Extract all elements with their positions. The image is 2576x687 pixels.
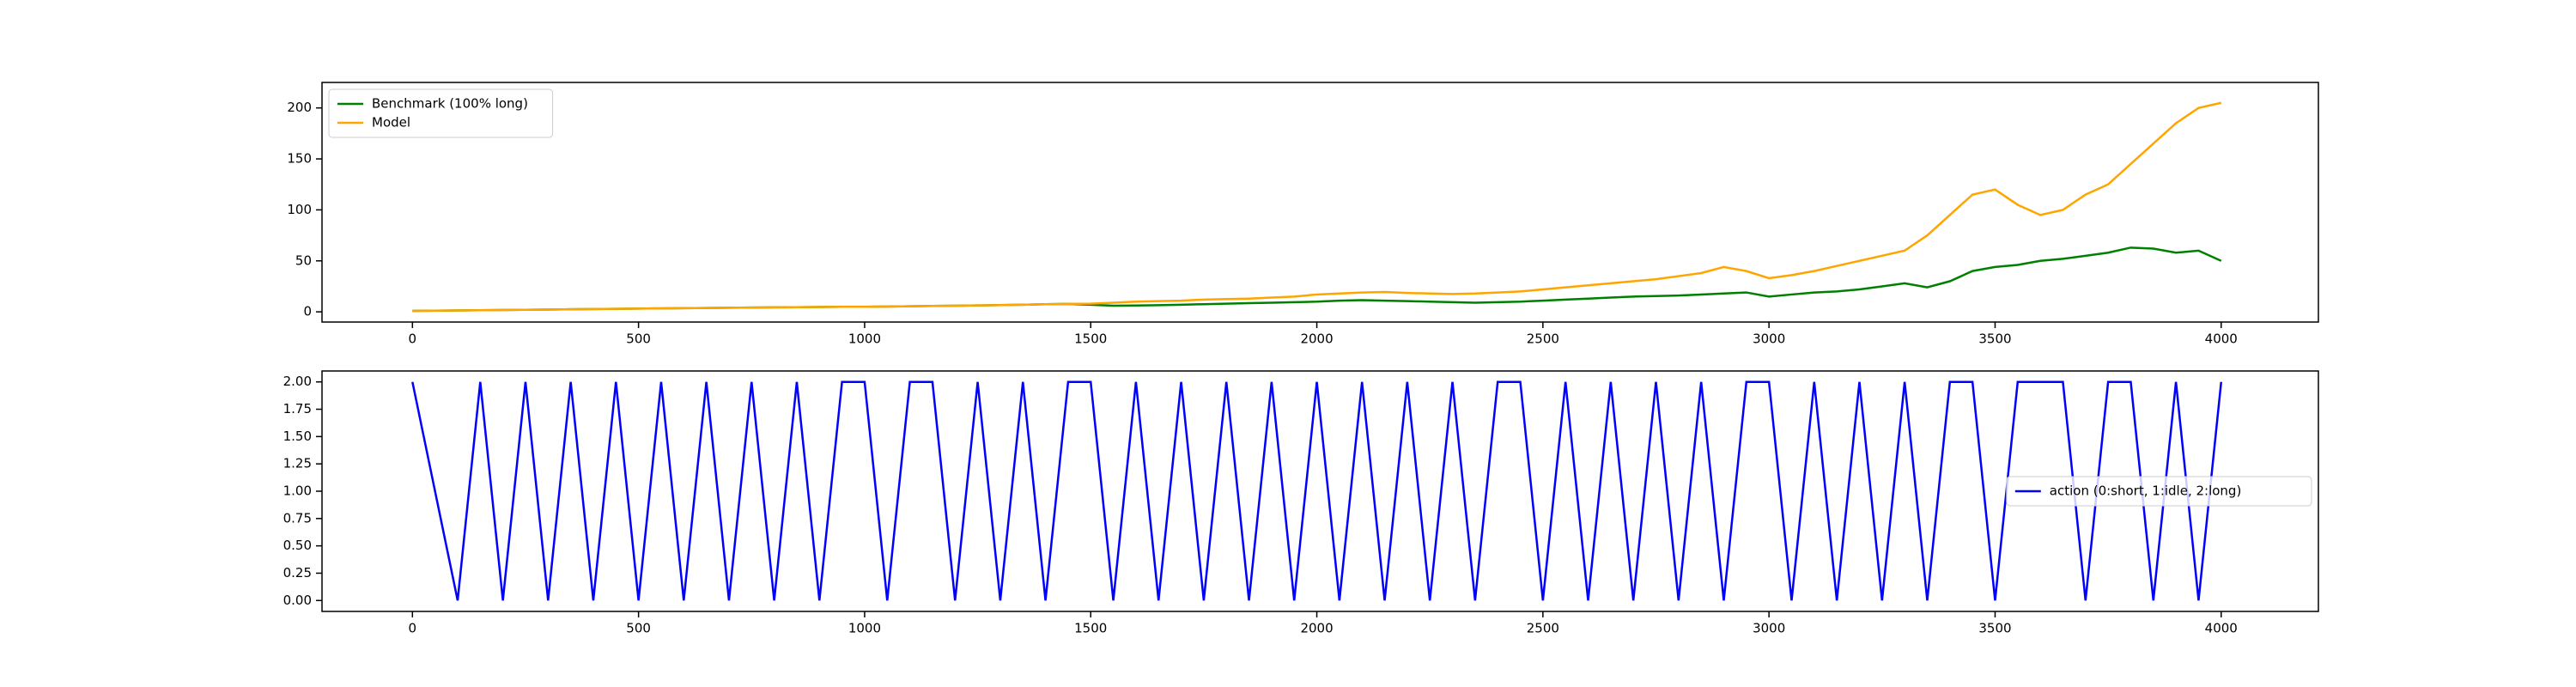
x-tick-label: 4000 bbox=[2205, 331, 2238, 347]
x-tick-label: 3000 bbox=[1753, 621, 1785, 636]
y-tick-label: 1.00 bbox=[283, 483, 312, 499]
x-tick-label: 1000 bbox=[848, 621, 881, 636]
y-tick-label: 1.25 bbox=[283, 456, 312, 471]
legend-box bbox=[328, 88, 554, 138]
y-tick-label: 150 bbox=[287, 151, 312, 167]
y-tick-label: 0 bbox=[303, 304, 312, 319]
x-tick-label: 500 bbox=[626, 621, 651, 636]
x-tick-label: 2000 bbox=[1300, 621, 1333, 636]
y-tick-label: 1.50 bbox=[283, 429, 312, 444]
x-tick-label: 1500 bbox=[1074, 621, 1107, 636]
axes-frame bbox=[321, 82, 2319, 323]
axes-frame bbox=[321, 370, 2319, 612]
x-tick-label: 4000 bbox=[2205, 621, 2238, 636]
y-tick-label: 1.75 bbox=[283, 401, 312, 416]
x-tick-label: 0 bbox=[409, 621, 417, 636]
legend-box bbox=[2006, 476, 2312, 507]
legend-label: Model bbox=[372, 115, 410, 131]
y-tick-label: 0.50 bbox=[283, 538, 312, 553]
y-tick-label: 0.75 bbox=[283, 510, 312, 526]
legend-label: Benchmark (100% long) bbox=[372, 96, 528, 112]
y-tick-label: 0.25 bbox=[283, 565, 312, 581]
x-tick-label: 500 bbox=[626, 331, 651, 347]
y-tick-label: 200 bbox=[287, 100, 312, 115]
x-tick-label: 2500 bbox=[1527, 621, 1559, 636]
series-line bbox=[412, 101, 2222, 313]
x-tick-label: 2000 bbox=[1300, 331, 1333, 347]
x-tick-label: 2500 bbox=[1527, 331, 1559, 347]
x-tick-label: 1500 bbox=[1074, 331, 1107, 347]
x-tick-label: 3500 bbox=[1978, 331, 2011, 347]
x-tick-label: 3500 bbox=[1978, 621, 2011, 636]
x-tick-label: 0 bbox=[409, 331, 417, 347]
y-tick-label: 2.00 bbox=[283, 374, 312, 389]
y-tick-label: 100 bbox=[287, 202, 312, 217]
x-tick-label: 1000 bbox=[848, 331, 881, 347]
x-tick-label: 3000 bbox=[1753, 331, 1785, 347]
series-line bbox=[412, 246, 2222, 313]
y-tick-label: 50 bbox=[295, 252, 312, 268]
series-line bbox=[411, 380, 2223, 601]
y-tick-label: 0.00 bbox=[283, 593, 312, 608]
legend-label: action (0:short, 1:idle, 2:long) bbox=[2050, 483, 2242, 499]
